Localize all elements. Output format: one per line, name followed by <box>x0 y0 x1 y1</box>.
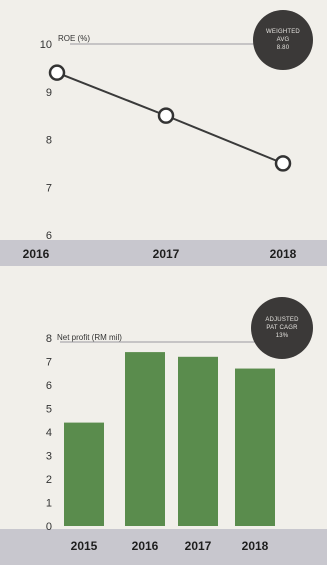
roe-chart-svg: 6 7 8 9 10 ROE (%) 2016 2017 2018 <box>0 34 327 266</box>
x-tick-label: 2017 <box>153 247 180 261</box>
y-tick-label: 3 <box>46 451 52 463</box>
y-tick-label: 6 <box>46 380 52 392</box>
roe-badge-line1: WEIGHTED <box>266 29 300 35</box>
pat-cagr-badge: ADJUSTED PAT CAGR 13% <box>251 297 313 359</box>
profit-bar <box>125 352 165 526</box>
y-tick-label: 6 <box>46 230 52 242</box>
y-tick-label: 7 <box>46 182 52 194</box>
net-profit-chart-svg: 0 1 2 3 4 5 6 7 8 Net profit (RM mil) 2015 2016 2017… <box>0 333 327 565</box>
y-tick-label: 2 <box>46 474 52 486</box>
chart-title: ROE (%) <box>58 34 90 43</box>
x-tick-label: 2018 <box>270 247 297 261</box>
chart-title: Net profit (RM mil) <box>57 333 122 342</box>
y-tick-label: 0 <box>46 521 52 533</box>
profit-bar <box>235 368 275 526</box>
x-tick-label: 2016 <box>132 539 159 553</box>
net-profit-chart: 0 1 2 3 4 5 6 7 8 Net profit (RM mil) 2015 2016 2017… <box>0 288 327 565</box>
profit-bar <box>64 422 104 526</box>
y-tick-label: 10 <box>40 39 52 51</box>
y-tick-label: 7 <box>46 357 52 369</box>
roe-weighted-avg-badge: WEIGHTED AVG 8.80 <box>253 10 313 70</box>
x-tick-label: 2016 <box>23 247 50 261</box>
y-tick-label: 1 <box>46 498 52 510</box>
y-tick-label: 4 <box>46 427 52 439</box>
profit-badge-line2: PAT CAGR <box>266 325 298 331</box>
y-tick-label: 8 <box>46 135 52 147</box>
profit-badge-line3: 13% <box>275 333 289 339</box>
y-tick-label: 8 <box>46 333 52 345</box>
roe-data-point <box>157 107 175 124</box>
profit-bar <box>178 356 218 526</box>
roe-data-point <box>48 64 66 81</box>
profit-badge-line1: ADJUSTED <box>265 317 299 323</box>
x-axis-band <box>0 240 327 266</box>
y-tick-label: 5 <box>46 404 52 416</box>
x-tick-label: 2018 <box>242 539 269 553</box>
roe-data-point <box>274 155 292 172</box>
roe-chart: 6 7 8 9 10 ROE (%) 2016 2017 2018 <box>0 0 327 270</box>
y-tick-label: 9 <box>46 87 52 99</box>
roe-badge-line2: AVG <box>276 37 290 43</box>
x-tick-label: 2015 <box>71 539 98 553</box>
x-axis-band <box>0 529 327 565</box>
x-tick-label: 2017 <box>185 539 212 553</box>
roe-badge-line3: 8.80 <box>276 45 290 51</box>
